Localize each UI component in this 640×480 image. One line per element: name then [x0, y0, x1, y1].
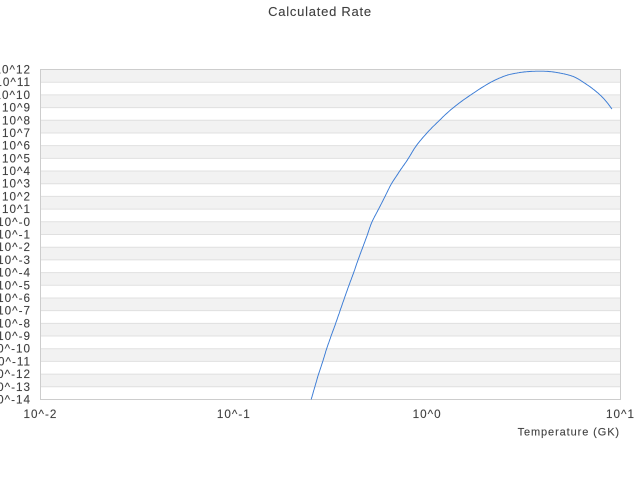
svg-text:10^-13: 10^-13 — [0, 381, 31, 394]
svg-text:10^-1: 10^-1 — [217, 408, 251, 421]
svg-text:10^2: 10^2 — [2, 190, 31, 203]
svg-text:10^-1: 10^-1 — [0, 229, 31, 242]
svg-text:10^5: 10^5 — [2, 152, 31, 165]
svg-text:10^-2: 10^-2 — [0, 241, 31, 254]
svg-text:10^-0: 10^-0 — [0, 216, 31, 229]
svg-text:10^-14: 10^-14 — [0, 394, 31, 407]
svg-text:10^6: 10^6 — [2, 140, 31, 153]
svg-text:10^-5: 10^-5 — [0, 279, 31, 292]
svg-text:10^-11: 10^-11 — [0, 355, 31, 368]
svg-text:10^8: 10^8 — [2, 114, 31, 127]
svg-text:10^12: 10^12 — [0, 64, 31, 77]
svg-text:10^1: 10^1 — [606, 408, 635, 421]
svg-text:10^-2: 10^-2 — [24, 408, 58, 421]
svg-text:10^-4: 10^-4 — [0, 267, 31, 280]
svg-text:Calculated Rate: Calculated Rate — [268, 4, 372, 19]
svg-text:10^-7: 10^-7 — [0, 305, 31, 318]
svg-text:10^4: 10^4 — [2, 165, 31, 178]
svg-text:10^-8: 10^-8 — [0, 317, 31, 330]
svg-text:10^10: 10^10 — [0, 89, 31, 102]
svg-text:10^-6: 10^-6 — [0, 292, 31, 305]
svg-text:10^-9: 10^-9 — [0, 330, 31, 343]
svg-text:10^3: 10^3 — [2, 178, 31, 191]
svg-text:10^-10: 10^-10 — [0, 343, 31, 356]
svg-text:Temperature (GK): Temperature (GK) — [518, 427, 620, 439]
svg-text:10^1: 10^1 — [2, 203, 31, 216]
svg-text:10^11: 10^11 — [0, 76, 31, 89]
svg-text:10^-12: 10^-12 — [0, 368, 31, 381]
svg-text:10^9: 10^9 — [2, 102, 31, 115]
svg-text:10^-3: 10^-3 — [0, 254, 31, 267]
svg-text:10^7: 10^7 — [2, 127, 31, 140]
svg-text:10^0: 10^0 — [413, 408, 442, 421]
